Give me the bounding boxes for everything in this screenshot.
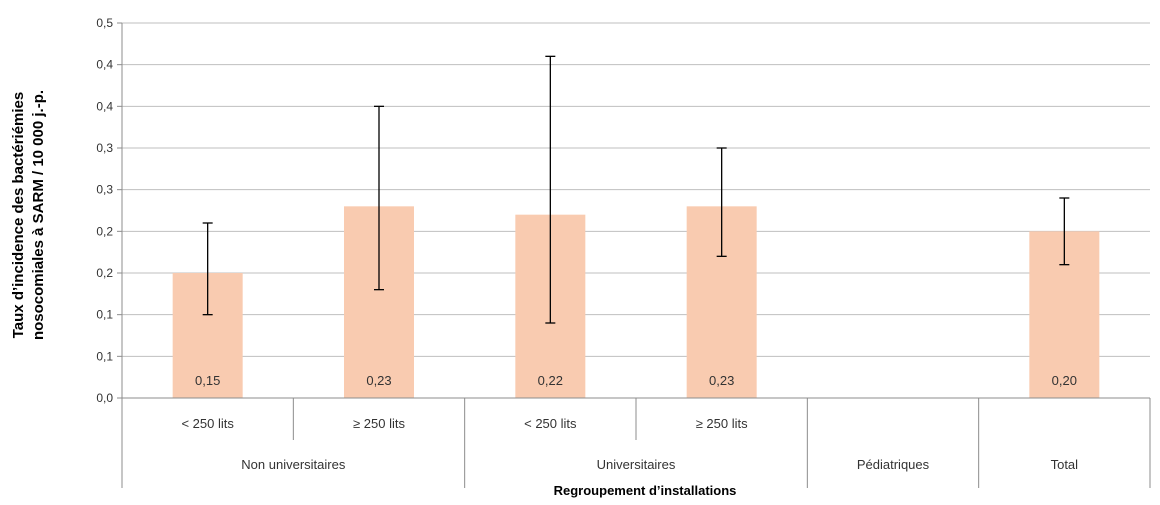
y-axis-title-line-2: nosocomiales à SARM / 10 000 j.-p.	[30, 90, 47, 340]
y-tick-label: 0,5	[96, 16, 113, 30]
x-axis-title: Regroupement d’installations	[554, 483, 737, 498]
data-label: 0,22	[538, 373, 563, 388]
y-tick-label: 0,2	[96, 266, 113, 280]
data-label: 0,15	[195, 373, 220, 388]
y-tick-label: 0,2	[96, 224, 113, 238]
y-tick-label: 0,3	[96, 141, 113, 155]
y-axis-title-line-1: Taux d’incidence des bactériémies	[10, 92, 27, 339]
y-tick-label: 0,0	[96, 391, 113, 405]
data-label: 0,23	[366, 373, 391, 388]
group-label: Non universitaires	[241, 457, 346, 472]
category-label: < 250 lits	[181, 416, 234, 431]
category-label: < 250 lits	[524, 416, 577, 431]
y-tick-label: 0,1	[96, 308, 113, 322]
gridlines	[122, 22, 1150, 357]
data-label: 0,20	[1052, 373, 1077, 388]
category-label: ≥ 250 lits	[353, 416, 405, 431]
bars	[172, 206, 1100, 398]
data-labels: 0,15 0,23 0,22 0,23 0,20	[195, 373, 1077, 388]
data-label: 0,23	[709, 373, 734, 388]
y-tick-label: 0,4	[96, 58, 113, 72]
y-tick-label: 0,4	[96, 99, 113, 113]
group-label: Universitaires	[597, 457, 676, 472]
y-tick-label: 0,1	[96, 349, 113, 363]
y-axis-title: Taux d’incidence des bactériémies nosoco…	[10, 90, 47, 340]
group-label: Total	[1051, 457, 1079, 472]
error-bars	[202, 55, 1070, 324]
category-label: ≥ 250 lits	[696, 416, 748, 431]
y-tick-label: 0,3	[96, 183, 113, 197]
group-label: Pédiatriques	[857, 457, 930, 472]
axes: 0,0 0,1 0,1 0,2 0,2 0,3 0,3 0,4 0,4 0,5 < 250 lits…	[96, 16, 1151, 488]
